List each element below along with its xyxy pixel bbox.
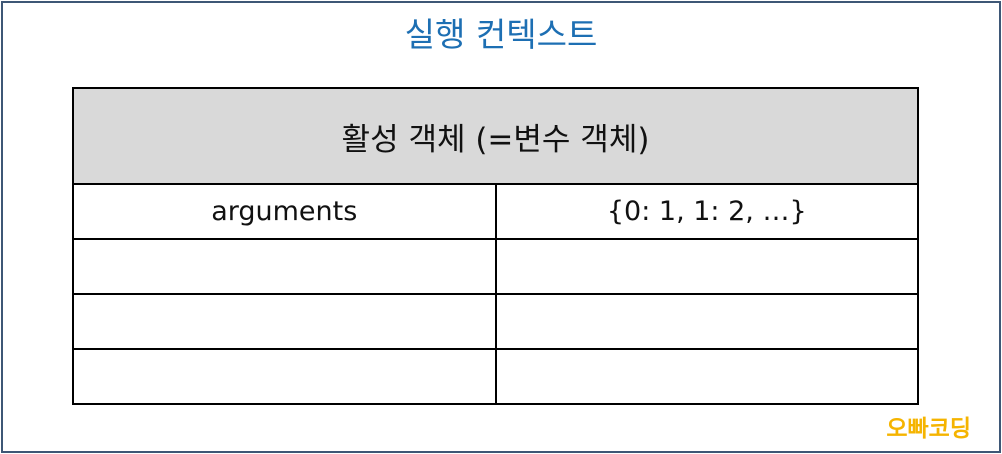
table-cell-value: {0: 1, 1: 2, …}	[606, 196, 807, 227]
table-cell-key	[74, 240, 497, 293]
table-cell-value	[497, 295, 918, 348]
watermark-logo: 오빠코딩	[886, 416, 971, 442]
table-row	[74, 295, 917, 350]
table-row: arguments {0: 1, 1: 2, …}	[74, 185, 917, 240]
table-cell-value	[497, 350, 918, 403]
activation-object-table: 활성 객체 (=변수 객체) arguments {0: 1, 1: 2, …}	[72, 87, 919, 405]
table-cell-key	[74, 350, 497, 403]
table-row	[74, 240, 917, 295]
table-cell-key: arguments	[74, 185, 497, 238]
table-header: 활성 객체 (=변수 객체)	[74, 89, 917, 185]
diagram-title: 실행 컨텍스트	[404, 15, 598, 54]
table-row	[74, 350, 917, 403]
table-cell-key	[74, 295, 497, 348]
table-cell-value	[497, 240, 918, 293]
